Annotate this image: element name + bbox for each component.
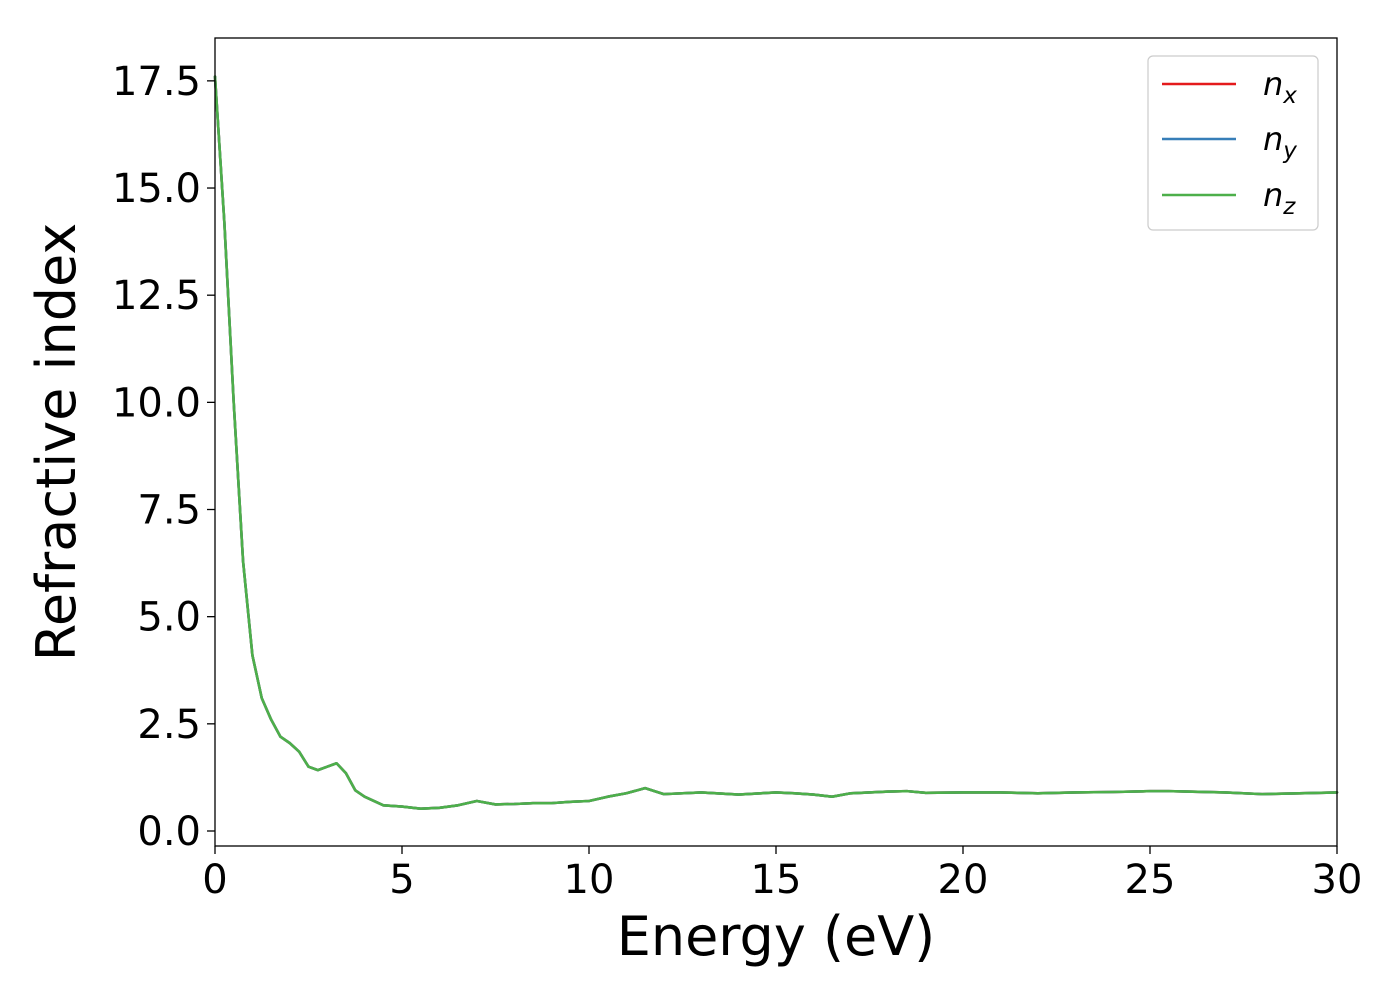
x-axis-label: Energy (eV) bbox=[617, 905, 936, 968]
y-tick-label: 10.0 bbox=[112, 380, 201, 426]
y-tick-label: 17.5 bbox=[112, 59, 201, 105]
y-tick-label: 0.0 bbox=[137, 809, 201, 855]
x-tick-label: 5 bbox=[389, 857, 414, 903]
x-tick-label: 15 bbox=[751, 857, 802, 903]
series-line-nz bbox=[213, 75, 1339, 811]
legend-label-nx: nx bbox=[1263, 65, 1297, 109]
x-tick-label: 20 bbox=[938, 857, 989, 903]
x-tick-label: 10 bbox=[564, 857, 615, 903]
x-tick-label: 25 bbox=[1125, 857, 1176, 903]
y-tick-label: 12.5 bbox=[112, 273, 201, 319]
x-tick-label: 0 bbox=[202, 857, 227, 903]
y-tick-label: 15.0 bbox=[112, 166, 201, 212]
legend-box bbox=[1147, 55, 1319, 231]
legend: nx ny nz bbox=[1147, 55, 1319, 231]
legend-label-ny: ny bbox=[1263, 120, 1297, 164]
y-axis-label: Refractive index bbox=[25, 223, 88, 662]
y-tick-label: 2.5 bbox=[137, 702, 201, 748]
legend-label-nz: nz bbox=[1263, 176, 1296, 220]
x-axis-ticks: 0 5 10 15 20 25 30 bbox=[202, 846, 1362, 903]
x-tick-label: 30 bbox=[1312, 857, 1363, 903]
y-axis-ticks: 0.0 2.5 5.0 7.5 10.0 12.5 15.0 17.5 bbox=[112, 59, 215, 855]
y-tick-label: 7.5 bbox=[137, 488, 201, 534]
y-tick-label: 5.0 bbox=[137, 595, 201, 641]
series-layer bbox=[213, 75, 1339, 811]
